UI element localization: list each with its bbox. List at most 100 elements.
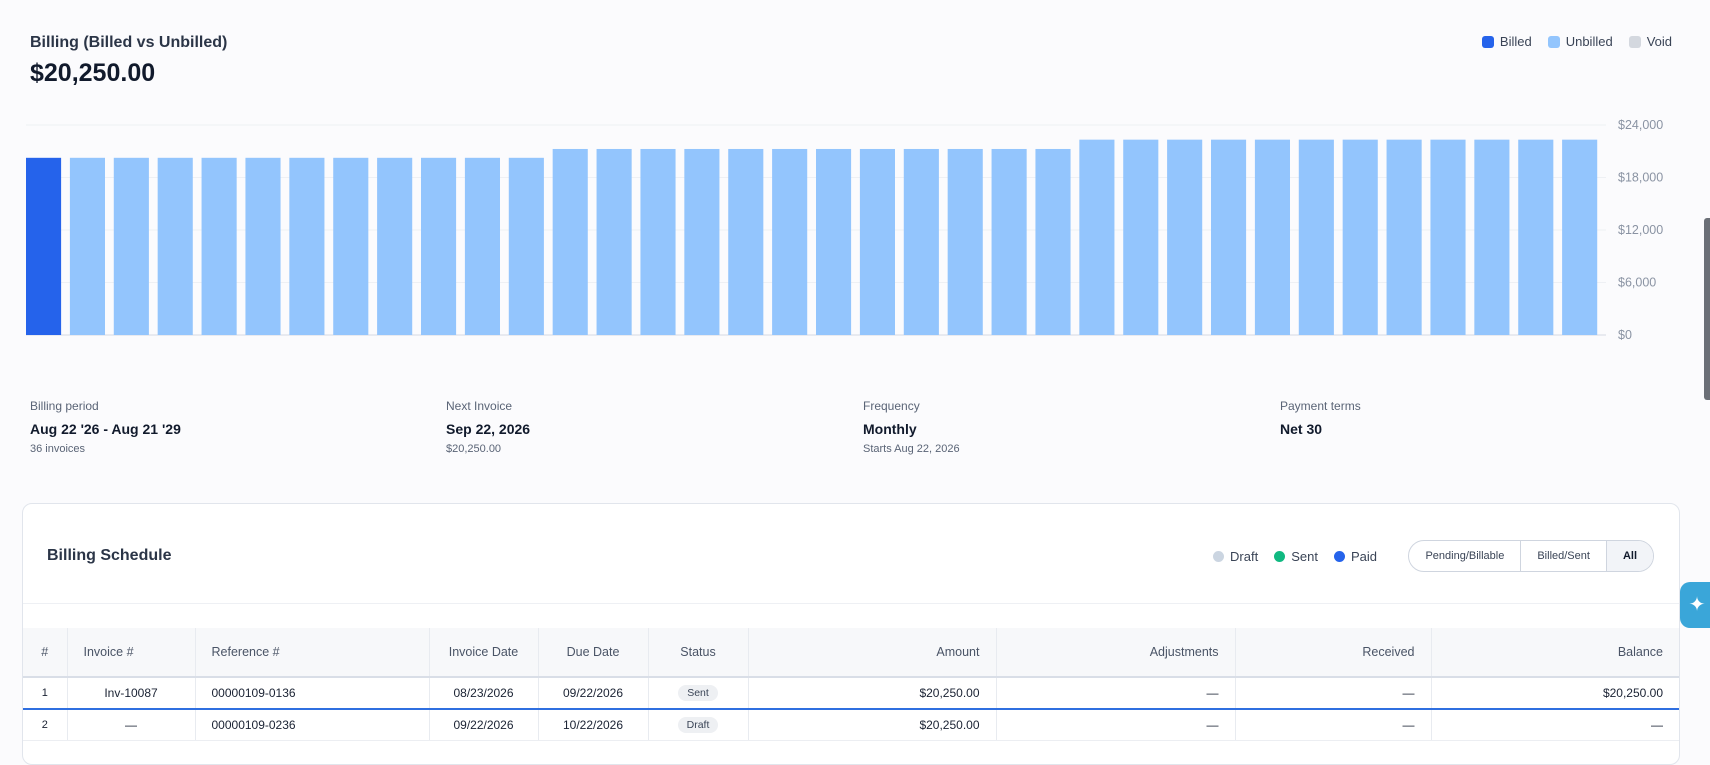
bar-dec-26[interactable]: [201, 157, 237, 335]
payment-terms-value: Net 30: [1280, 421, 1323, 437]
bar-may-27[interactable]: [421, 157, 457, 335]
legend-item-billed: Billed: [1481, 34, 1532, 49]
bar-aug-26[interactable]: [26, 157, 62, 335]
column-header-due-date[interactable]: Due Date: [538, 628, 649, 678]
bar-aug-27[interactable]: [552, 148, 588, 335]
assistant-button[interactable]: ✦: [1680, 582, 1710, 628]
status-dot-paid: [1333, 551, 1345, 562]
legend-label-void: Void: [1646, 34, 1672, 49]
table-row[interactable]: 2 — 00000109-0236 09/22/2026 10/22/2026 …: [23, 709, 1679, 741]
summary-next-invoice: Next Invoice Sep 22, 2026 $20,250.00: [446, 399, 530, 455]
summary-frequency: Frequency Monthly Starts Aug 22, 2026: [863, 399, 960, 455]
status-label-sent: Sent: [1291, 549, 1318, 564]
bar-oct-26[interactable]: [113, 157, 149, 335]
received: —: [1235, 677, 1432, 710]
frequency-label: Frequency: [863, 399, 920, 413]
bar-may-28[interactable]: [947, 148, 983, 335]
bar-dec-27[interactable]: [728, 148, 764, 335]
filter-billed-sent-button[interactable]: Billed/Sent: [1521, 541, 1607, 571]
bar-jul-29[interactable]: [1562, 139, 1598, 335]
bar-apr-28[interactable]: [903, 148, 939, 335]
invoice-number: —: [67, 709, 196, 741]
column-header-invoice[interactable]: Invoice #: [67, 628, 196, 678]
column-header-balance[interactable]: Balance: [1431, 628, 1679, 678]
status-legend-paid: Paid: [1333, 549, 1377, 564]
column-header-status[interactable]: Status: [648, 628, 749, 678]
bar-may-29[interactable]: [1474, 139, 1510, 335]
bar-aug-28[interactable]: [1079, 139, 1115, 335]
chart-title: Billing (Billed vs Unbilled): [30, 34, 228, 51]
invoice-number[interactable]: Inv-10087: [67, 677, 196, 710]
balance: —: [1431, 709, 1679, 741]
legend-item-void: Void: [1628, 34, 1672, 49]
column-header-invoice-date[interactable]: Invoice Date: [429, 628, 539, 678]
billing-period-value: Aug 22 '26 - Aug 21 '29: [30, 421, 181, 437]
reference-link[interactable]: 00000109-0136: [195, 677, 430, 710]
payment-terms-label: Payment terms: [1280, 399, 1361, 413]
received: —: [1235, 709, 1432, 741]
bar-sep-26[interactable]: [69, 157, 105, 335]
table-row[interactable]: 1 Inv-10087 00000109-0136 08/23/2026 09/…: [23, 677, 1679, 710]
bar-apr-29[interactable]: [1430, 139, 1466, 335]
legend-item-unbilled: Unbilled: [1547, 34, 1613, 49]
invoice-date: 09/22/2026: [429, 709, 539, 741]
bar-apr-27[interactable]: [377, 157, 413, 335]
column-header-number[interactable]: #: [23, 628, 68, 678]
bar-nov-26[interactable]: [157, 157, 193, 335]
bar-feb-27[interactable]: [289, 157, 325, 335]
y-tick-label: $0: [1618, 328, 1632, 342]
reference-link[interactable]: 00000109-0236: [195, 709, 430, 741]
column-header-adjustments[interactable]: Adjustments: [996, 628, 1236, 678]
bar-jan-27[interactable]: [245, 157, 281, 335]
billing-period-count: 36 invoices: [30, 443, 86, 455]
billing-schedule-card: Billing Schedule Draft Sent Paid Pending…: [22, 503, 1680, 765]
row-number: 1: [23, 677, 68, 710]
status-legend: Draft Sent Paid: [1213, 549, 1377, 564]
bar-nov-27[interactable]: [684, 148, 720, 335]
status-label-draft: Draft: [1230, 549, 1259, 564]
bar-dec-28[interactable]: [1254, 139, 1290, 335]
status-legend-draft: Draft: [1213, 549, 1258, 564]
amount: $20,250.00: [748, 677, 997, 710]
billing-summary: Billing period Aug 22 '26 - Aug 21 '29 3…: [30, 399, 1690, 459]
next-invoice-label: Next Invoice: [446, 399, 513, 413]
chart-legend: Billed Unbilled Void: [1481, 34, 1672, 49]
bar-mar-29[interactable]: [1386, 139, 1422, 335]
status-cell: Sent: [648, 677, 749, 710]
bar-feb-29[interactable]: [1342, 139, 1378, 335]
filter-all-button[interactable]: All: [1606, 541, 1653, 571]
bar-jul-28[interactable]: [1035, 148, 1071, 335]
bar-sep-28[interactable]: [1123, 139, 1159, 335]
billing-schedule-title: Billing Schedule: [47, 547, 172, 564]
bar-jan-28[interactable]: [772, 148, 808, 335]
bar-jun-27[interactable]: [464, 157, 500, 335]
balance: $20,250.00: [1431, 677, 1679, 710]
legend-swatch-unbilled: [1547, 35, 1560, 48]
due-date: 09/22/2026: [538, 677, 649, 710]
status-cell: Draft: [648, 709, 749, 741]
bar-mar-27[interactable]: [333, 157, 369, 335]
bar-sep-27[interactable]: [596, 148, 632, 335]
bar-jan-29[interactable]: [1298, 139, 1334, 335]
table-header-row: # Invoice # Reference # Invoice Date Due…: [23, 628, 1679, 678]
bar-oct-27[interactable]: [640, 148, 676, 335]
bar-jun-29[interactable]: [1518, 139, 1554, 335]
adjustments: —: [996, 709, 1236, 741]
bar-oct-28[interactable]: [1167, 139, 1203, 335]
status-label-paid: Paid: [1350, 549, 1377, 564]
bar-jun-28[interactable]: [991, 148, 1027, 335]
summary-payment-terms: Payment terms Net 30: [1280, 399, 1361, 437]
bar-mar-28[interactable]: [859, 148, 895, 335]
column-header-amount[interactable]: Amount: [748, 628, 997, 678]
billing-period-label: Billing period: [30, 399, 99, 413]
column-header-received[interactable]: Received: [1235, 628, 1432, 678]
schedule-filter-group: Pending/Billable Billed/Sent All: [1408, 540, 1654, 572]
column-header-reference[interactable]: Reference #: [195, 628, 430, 678]
filter-pending-billable-button[interactable]: Pending/Billable: [1409, 541, 1522, 571]
page-scrollbar[interactable]: [1704, 218, 1710, 400]
legend-swatch-billed: [1481, 35, 1494, 48]
adjustments: —: [996, 677, 1236, 710]
bar-nov-28[interactable]: [1211, 139, 1247, 335]
bar-feb-28[interactable]: [816, 148, 852, 335]
bar-jul-27[interactable]: [508, 157, 544, 335]
